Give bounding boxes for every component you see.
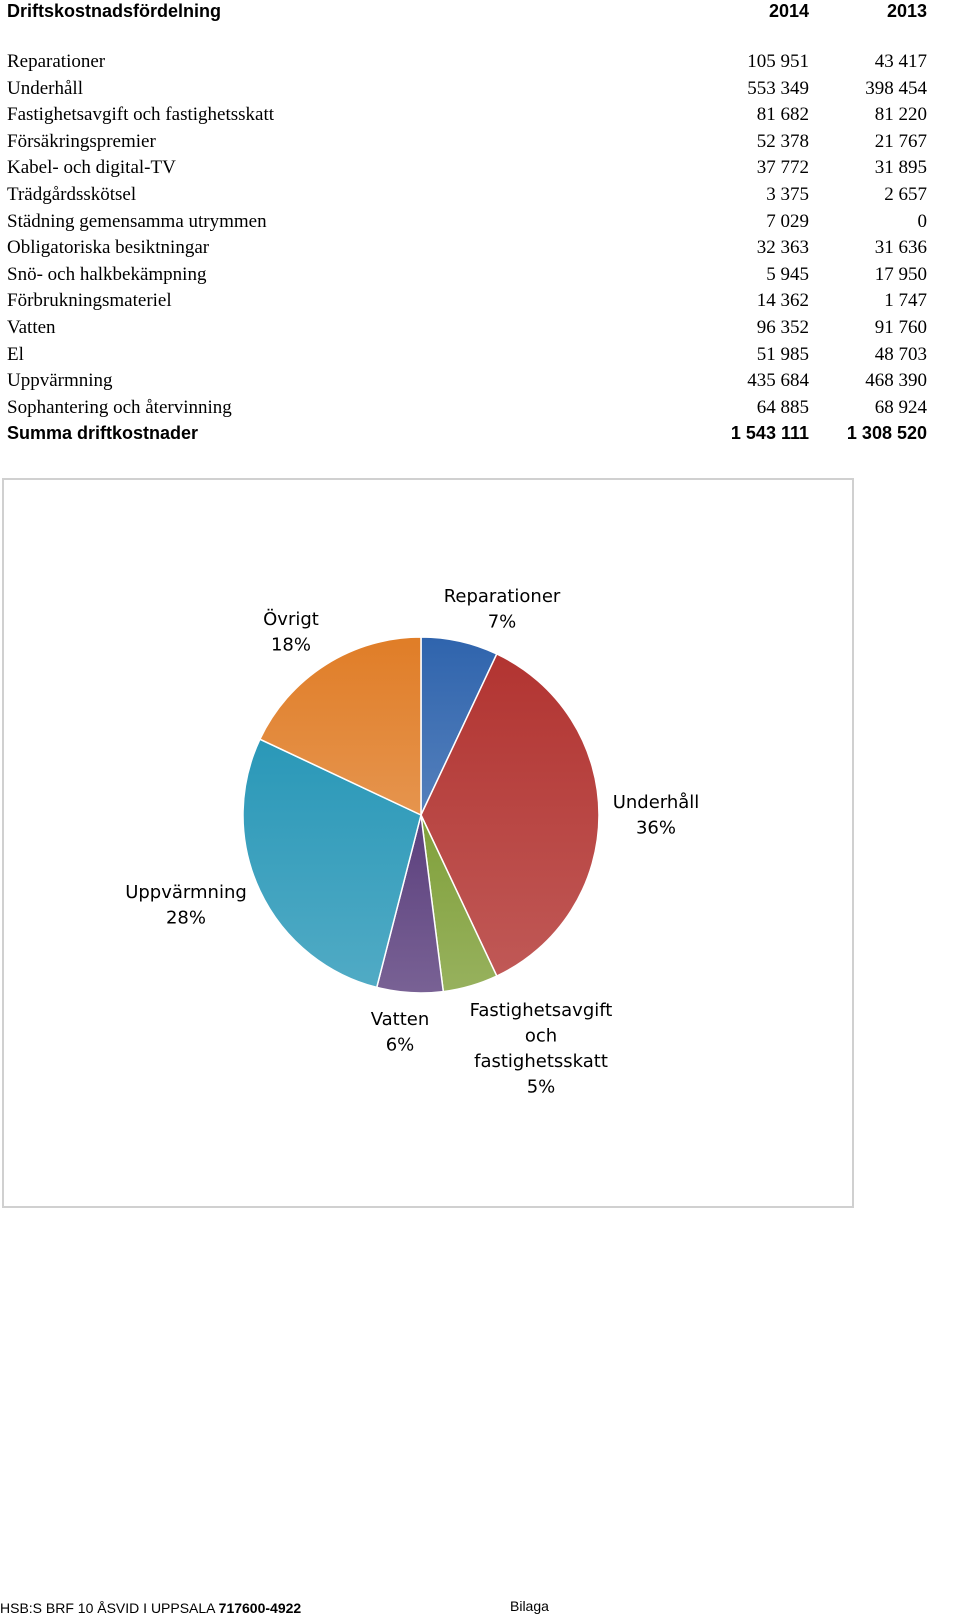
table-row: Kabel- och digital-TV 37 772 31 895: [7, 155, 927, 182]
pie-slice: [420, 652, 600, 978]
pie-slice-label: Fastighetsavgift och fastighetsskatt 5%: [470, 1000, 613, 1098]
row-value-2014: 51 985: [756, 343, 809, 365]
row-value-2014: 14 362: [756, 290, 809, 312]
row-label: Förbrukningsmateriel: [7, 290, 172, 312]
table-row: Försäkringspremier 52 378 21 767: [7, 129, 927, 156]
row-value-2014: 3 375: [766, 183, 809, 205]
total-label: Summa driftkostnader: [7, 423, 199, 444]
row-value-2013: 68 924: [874, 396, 927, 418]
footer-org: HSB:S BRF 10 ÅSVID I UPPSALA: [0, 1600, 215, 1616]
row-value-2013: 21 767: [874, 130, 927, 152]
row-label: Snö- och halkbekämpning: [7, 263, 207, 285]
pie-slice-label: Vatten 6%: [371, 1009, 430, 1056]
pie-slice-label: Uppvärmning 28%: [125, 882, 247, 929]
table-header: Driftskostnadsfördelning 2014 2013: [7, 0, 927, 24]
row-value-2014: 32 363: [756, 237, 809, 259]
pie-slice: [258, 636, 422, 817]
table-row: Snö- och halkbekämpning 5 945 17 950: [7, 262, 927, 289]
row-label: Vatten: [7, 316, 56, 338]
table-total-row: Summa driftkostnader 1 543 111 1 308 520: [7, 421, 927, 448]
table-row: Reparationer 105 951 43 417: [7, 49, 927, 76]
row-value-2014: 7 029: [766, 210, 809, 232]
row-value-2013: 468 390: [865, 370, 927, 392]
row-value-2014: 553 349: [747, 77, 809, 99]
table-row: El 51 985 48 703: [7, 342, 927, 369]
table-row: Sophantering och återvinning 64 885 68 924: [7, 395, 927, 422]
row-label: Sophantering och återvinning: [7, 396, 232, 418]
table-row: Förbrukningsmateriel 14 362 1 747: [7, 288, 927, 315]
table-row: Obligatoriska besiktningar 32 363 31 636: [7, 235, 927, 262]
row-label: Fastighetsavgift och fastighetsskatt: [7, 104, 275, 126]
row-value-2013: 91 760: [874, 316, 927, 338]
row-value-2013: 31 636: [874, 237, 927, 259]
row-label: Underhåll: [7, 77, 83, 99]
row-value-2013: 31 895: [874, 157, 927, 179]
footer-orgnr: 717600-4922: [218, 1600, 302, 1616]
row-value-2013: 17 950: [874, 263, 927, 285]
row-value-2014: 64 885: [756, 396, 809, 418]
table-row: Trädgårdsskötsel 3 375 2 657: [7, 182, 927, 209]
row-value-2013: 43 417: [874, 51, 927, 72]
total-value-2013: 1 308 520: [846, 423, 927, 444]
pie-chart: Reparationer 7% Underhåll 36% Fastighetsavgi…: [125, 586, 700, 1098]
row-value-2013: 81 220: [874, 104, 927, 126]
table-row: Städning gemensamma utrymmen 7 029 0: [7, 209, 927, 236]
row-value-2014: 105 951: [747, 51, 809, 72]
pie-slice-label: Underhåll 36%: [613, 792, 700, 839]
cost-table: Reparationer 105 951 43 417 Underhåll 553 34…: [7, 49, 927, 448]
footer: HSB:S BRF 10 ÅSVID I UPPSALA 717600-4922…: [0, 1598, 960, 1618]
row-value-2013: 48 703: [874, 343, 927, 365]
row-value-2013: 2 657: [884, 183, 927, 205]
total-value-2014: 1 543 111: [730, 423, 809, 444]
footer-right: Bilaga: [510, 1598, 549, 1614]
pie-slice: [242, 738, 422, 989]
row-label: Obligatoriska besiktningar: [7, 237, 210, 259]
row-value-2013: 398 454: [865, 77, 927, 99]
row-label: Städning gemensamma utrymmen: [7, 210, 267, 232]
row-value-2014: 37 772: [756, 157, 809, 179]
table-row: Vatten 96 352 91 760: [7, 315, 927, 342]
table-row: Uppvärmning 435 684 468 390: [7, 368, 927, 395]
row-value-2013: 1 747: [884, 290, 927, 312]
table-title: Driftskostnadsfördelning: [7, 1, 222, 21]
table-row: Fastighetsavgift och fastighetsskatt 81 6…: [7, 102, 927, 129]
pie-slice-label: Övrigt 18%: [263, 608, 319, 656]
column-header-2013: 2013: [886, 1, 927, 21]
pie-chart-box: Reparationer 7% Underhåll 36% Fastighetsavgi…: [2, 478, 854, 1208]
row-value-2013: 0: [917, 210, 928, 232]
row-label: Kabel- och digital-TV: [7, 157, 176, 179]
row-label: El: [7, 343, 24, 365]
row-label: Reparationer: [7, 51, 106, 72]
row-label: Trädgårdsskötsel: [7, 183, 137, 205]
pie-slice-label: Reparationer 7%: [444, 586, 561, 633]
row-label: Försäkringspremier: [7, 130, 156, 152]
row-value-2014: 96 352: [756, 316, 809, 338]
row-value-2014: 435 684: [747, 370, 809, 392]
row-label: Uppvärmning: [7, 370, 113, 392]
row-value-2014: 81 682: [756, 104, 809, 126]
row-value-2014: 52 378: [756, 130, 809, 152]
row-value-2014: 5 945: [766, 263, 809, 285]
table-row: Underhåll 553 349 398 454: [7, 76, 927, 103]
column-header-2014: 2014: [768, 1, 809, 21]
